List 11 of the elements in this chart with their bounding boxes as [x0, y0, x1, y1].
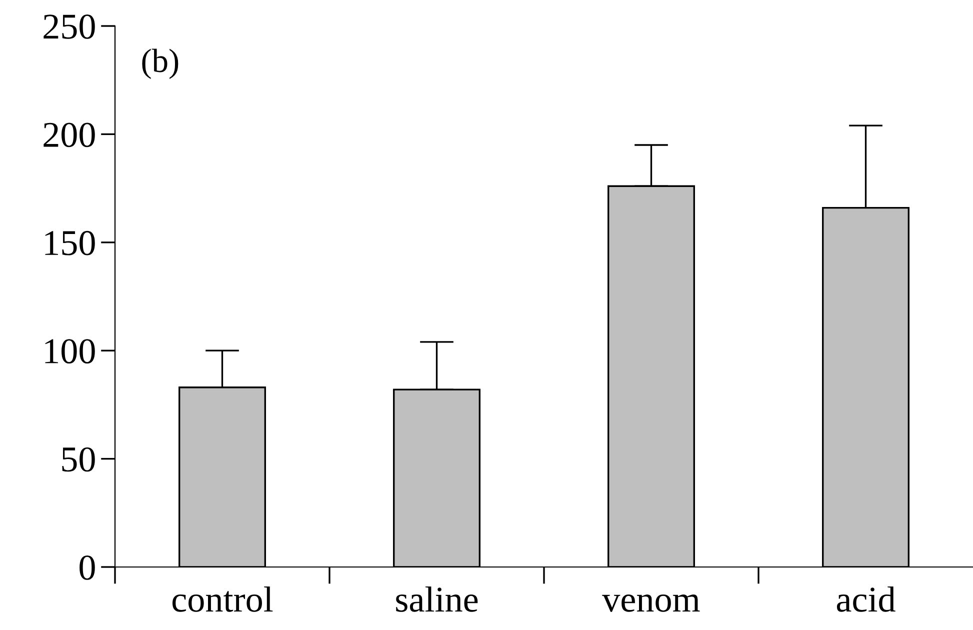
- x-tick-label: acid: [836, 586, 896, 612]
- x-tick-label: venom: [602, 594, 700, 612]
- y-tick-label: 250: [44, 14, 95, 39]
- annotation: (b): [142, 48, 178, 79]
- x-tick-label: saline: [396, 586, 478, 612]
- y-tick-label: 200: [44, 122, 95, 148]
- y-tick-label: 50: [62, 447, 95, 472]
- x-tick-label: control: [172, 586, 273, 612]
- y-tick-label: 100: [45, 339, 95, 364]
- y-tick-label: 0: [80, 556, 95, 580]
- y-tick-label: 150: [45, 230, 95, 256]
